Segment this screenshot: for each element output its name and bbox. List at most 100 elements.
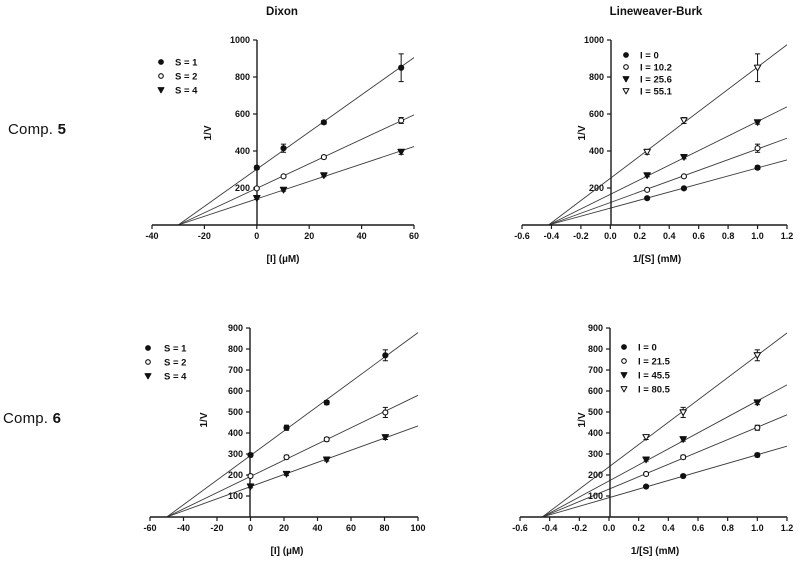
legend-label: S = 4 bbox=[175, 85, 198, 96]
x-tick-label: 1.0 bbox=[751, 231, 764, 241]
legend-label: S = 2 bbox=[175, 71, 197, 82]
legend-label: S = 1 bbox=[175, 57, 198, 68]
y-tick-label: 600 bbox=[228, 386, 243, 396]
x-tick-label: -0.6 bbox=[514, 231, 530, 241]
x-tick-label: -40 bbox=[145, 231, 158, 241]
y-tick-label: 600 bbox=[589, 109, 604, 119]
y-tick-label: 400 bbox=[589, 146, 604, 156]
y-tick-label: 300 bbox=[228, 449, 243, 459]
fit-line bbox=[548, 137, 788, 226]
fit-lines bbox=[541, 332, 788, 518]
data-points bbox=[643, 64, 762, 202]
x-axis: -40 -20 0 20 40 60 bbox=[145, 224, 419, 241]
fit-line bbox=[178, 114, 415, 226]
row-label-comp5: Comp. 5 bbox=[8, 121, 66, 138]
x-tick-label: 0.6 bbox=[692, 523, 705, 533]
x-tick-label: 1.2 bbox=[781, 231, 794, 241]
y-tick-label: 200 bbox=[228, 470, 243, 480]
y-axis-label: 1/V bbox=[203, 125, 214, 140]
legend-label: I = 21.5 bbox=[638, 356, 671, 367]
x-axis: -60 -40 -20 0 20 40 60 80 100 bbox=[143, 516, 426, 533]
x-tick-label: -0.2 bbox=[573, 231, 589, 241]
legend-label: I = 0 bbox=[640, 50, 659, 61]
x-tick-label: 0.4 bbox=[663, 231, 676, 241]
comp5-lineweaver-burk-panel: -0.6 -0.4 -0.2 0.0 0.2 0.4 0.6 0.8 1.0 1.2 200 400 6… bbox=[514, 6, 793, 265]
fit-line bbox=[548, 106, 788, 226]
row-label-comp6-prefix: Comp. bbox=[3, 410, 53, 427]
x-tick-label: 40 bbox=[357, 231, 367, 241]
y-tick-label: 600 bbox=[588, 386, 603, 396]
legend-label: I = 80.5 bbox=[638, 384, 671, 395]
fit-lines bbox=[177, 57, 415, 226]
y-tick-label: 800 bbox=[228, 344, 243, 354]
y-tick-label: 200 bbox=[588, 470, 603, 480]
y-tick-label: 900 bbox=[588, 323, 603, 333]
row-label-comp6: Comp. 6 bbox=[3, 410, 61, 427]
fit-line bbox=[548, 159, 788, 226]
x-tick-label: 0.0 bbox=[603, 523, 616, 533]
x-tick-label: 0.4 bbox=[662, 523, 675, 533]
legend: I = 0 I = 21.5 I = 45.5 I = 80.5 bbox=[620, 342, 671, 395]
x-tick-label: 60 bbox=[409, 231, 419, 241]
fit-lines bbox=[548, 44, 788, 226]
data-points bbox=[253, 64, 405, 202]
x-tick-label: 80 bbox=[379, 523, 389, 533]
y-tick-label: 600 bbox=[235, 109, 250, 119]
x-tick-label: 1.2 bbox=[781, 523, 794, 533]
y-axis: 200 400 600 800 1000 bbox=[230, 35, 258, 225]
y-tick-label: 400 bbox=[588, 428, 603, 438]
legend-label: I = 45.5 bbox=[638, 370, 671, 381]
legend-label: I = 25.6 bbox=[640, 74, 672, 85]
x-tick-label: 0.2 bbox=[634, 231, 647, 241]
x-axis-label: [I] (µM) bbox=[271, 546, 304, 557]
y-tick-label: 500 bbox=[228, 407, 243, 417]
row-label-comp5-prefix: Comp. bbox=[8, 121, 58, 138]
x-axis: -0.6 -0.4 -0.2 0.0 0.2 0.4 0.6 0.8 1.0 1.2 bbox=[512, 516, 794, 533]
x-tick-label: 100 bbox=[410, 523, 425, 533]
legend-label: S = 2 bbox=[164, 357, 186, 368]
fit-line bbox=[541, 332, 788, 518]
x-tick-label: 60 bbox=[346, 523, 356, 533]
y-tick-label: 200 bbox=[235, 183, 250, 193]
data-points bbox=[642, 352, 762, 490]
y-tick-label: 700 bbox=[228, 365, 243, 375]
y-tick-label: 400 bbox=[228, 428, 243, 438]
x-tick-label: 0 bbox=[254, 231, 259, 241]
fit-line bbox=[542, 384, 788, 518]
legend: I = 0I = 10.2I = 25.6I = 55.1 bbox=[622, 50, 673, 97]
fit-line bbox=[542, 445, 788, 518]
y-axis: 200 400 600 800 1000 bbox=[584, 35, 612, 225]
x-axis-label: [I] (µM) bbox=[267, 254, 300, 265]
x-tick-label: 0.6 bbox=[692, 231, 705, 241]
fit-line bbox=[177, 57, 415, 226]
y-axis: 100 200 300 400 500 600 700 800 900 bbox=[588, 323, 611, 517]
legend-label: I = 10.2 bbox=[640, 62, 672, 73]
legend-label: S = 1 bbox=[164, 343, 187, 354]
y-tick-label: 500 bbox=[588, 407, 603, 417]
legend: S = 1 S = 2 S = 4 bbox=[157, 57, 198, 96]
x-tick-label: 1.0 bbox=[751, 523, 764, 533]
y-tick-label: 100 bbox=[228, 491, 243, 501]
x-axis-label: 1/[S] (mM) bbox=[633, 254, 681, 265]
chart-title: Lineweaver-Burk bbox=[610, 6, 703, 18]
x-tick-label: 0.8 bbox=[722, 231, 735, 241]
fit-line bbox=[166, 394, 419, 518]
x-tick-label: 20 bbox=[279, 523, 289, 533]
comp6-lineweaver-burk-panel: -0.6 -0.4 -0.2 0.0 0.2 0.4 0.6 0.8 1.0 1.2 100 200 3… bbox=[512, 323, 793, 557]
x-tick-label: 0 bbox=[248, 523, 253, 533]
x-tick-label: 0.2 bbox=[632, 523, 645, 533]
y-tick-label: 1000 bbox=[230, 35, 250, 45]
y-tick-label: 700 bbox=[588, 365, 603, 375]
x-tick-label: -0.2 bbox=[572, 523, 588, 533]
legend: S = 1 S = 2 S = 4 bbox=[144, 343, 187, 382]
error-bars bbox=[254, 53, 404, 200]
chart-title: Dixon bbox=[266, 6, 298, 18]
x-axis: -0.6 -0.4 -0.2 0.0 0.2 0.4 0.6 0.8 1.0 1.2 bbox=[514, 224, 794, 241]
row-label-comp6-number: 6 bbox=[52, 410, 62, 427]
x-tick-label: -20 bbox=[210, 523, 223, 533]
x-tick-label: -0.4 bbox=[542, 523, 558, 533]
y-axis-label: 1/V bbox=[577, 125, 588, 140]
x-tick-label: -60 bbox=[143, 523, 156, 533]
